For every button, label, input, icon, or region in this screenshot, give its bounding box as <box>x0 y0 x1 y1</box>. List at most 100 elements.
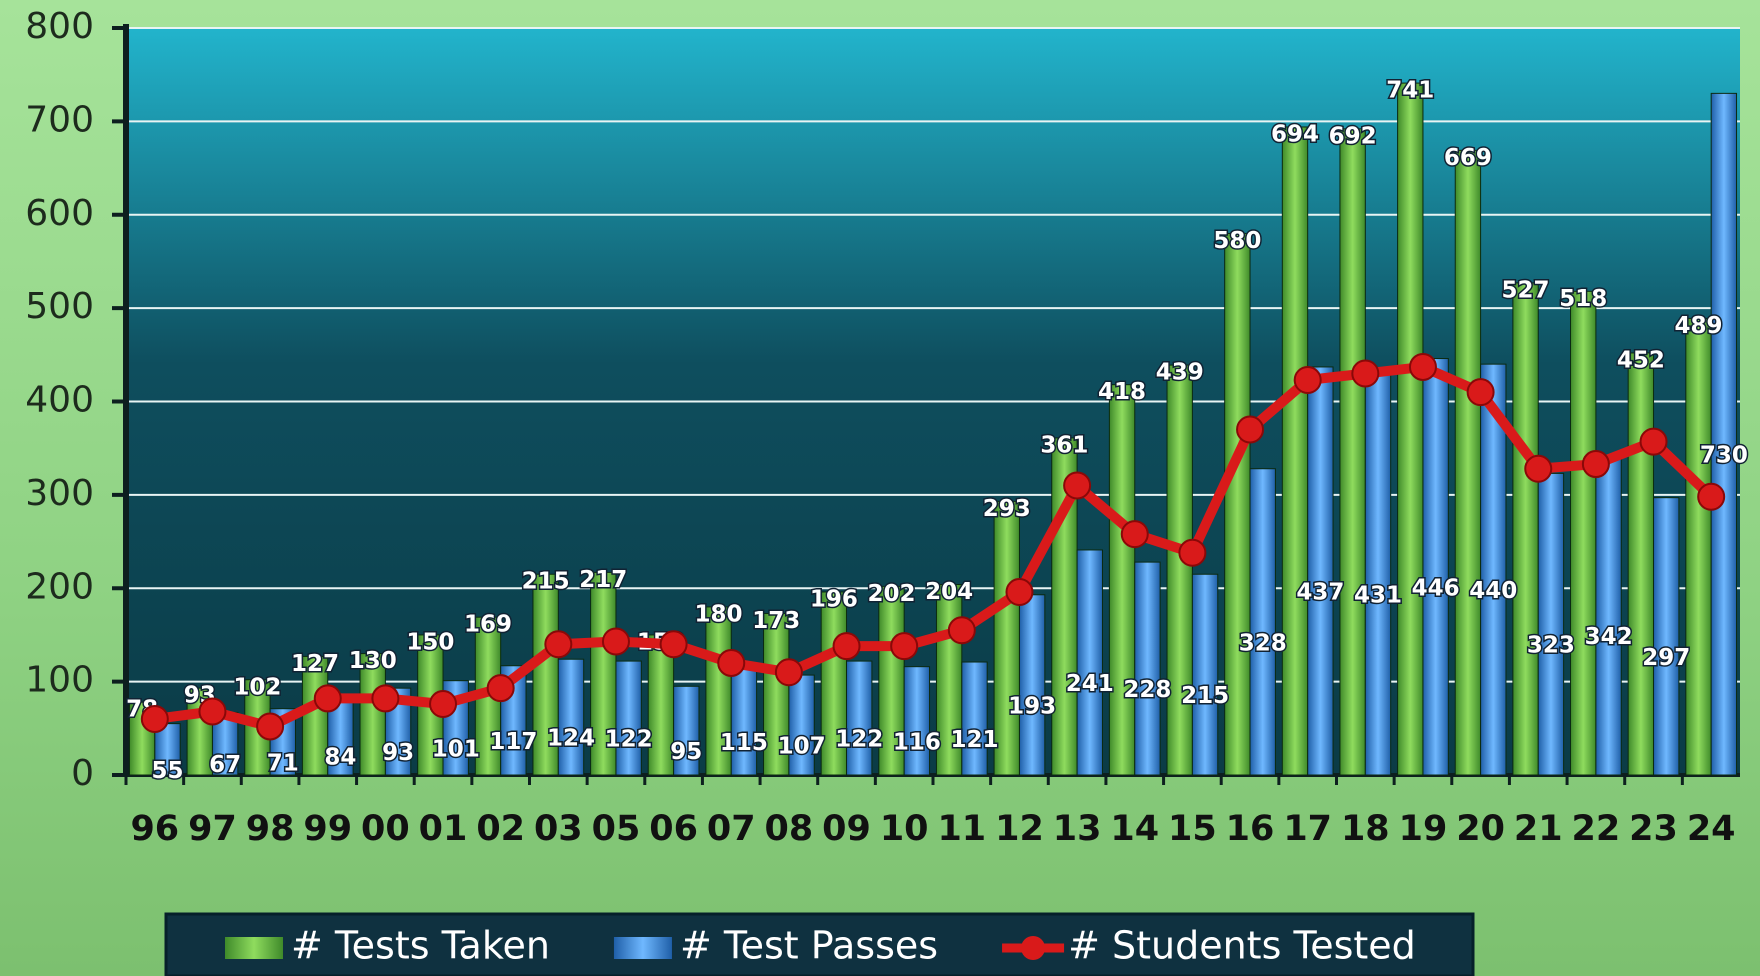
data-label: 107 <box>778 734 826 760</box>
x-tick-label: 98 <box>246 809 295 849</box>
legend-label: # Tests Taken <box>291 924 550 968</box>
data-label: 173 <box>752 608 800 634</box>
bar <box>557 658 585 776</box>
data-label: 193 <box>1008 693 1056 719</box>
data-label: 446 <box>1412 575 1460 601</box>
x-tick-label: 96 <box>130 809 179 849</box>
data-label: 342 <box>1585 624 1633 650</box>
data-label: 228 <box>1123 677 1171 703</box>
data-label: 93 <box>382 740 414 766</box>
x-tick-label: 07 <box>707 809 756 849</box>
data-label: 437 <box>1296 579 1344 605</box>
x-tick-label: 08 <box>765 809 814 849</box>
y-tick-label: 300 <box>25 473 94 514</box>
data-label: 431 <box>1354 582 1402 608</box>
data-label: 116 <box>893 729 941 755</box>
data-label: 204 <box>925 579 973 605</box>
bar <box>1166 364 1193 776</box>
x-tick-label: 24 <box>1687 809 1736 849</box>
data-label: 518 <box>1559 286 1607 312</box>
line-marker <box>544 630 573 659</box>
line-marker <box>1293 366 1322 395</box>
bar <box>788 674 815 776</box>
bar <box>1281 126 1309 776</box>
line-marker <box>890 632 919 661</box>
line-marker <box>774 658 803 687</box>
line-marker <box>256 712 285 741</box>
y-tick-label: 0 <box>71 753 94 794</box>
bar <box>1224 232 1251 776</box>
line-marker <box>486 674 515 703</box>
x-tick-label: 20 <box>1456 809 1505 849</box>
x-tick-label: 13 <box>1053 809 1102 849</box>
line-marker <box>1063 471 1092 500</box>
x-tick-label: 14 <box>1110 809 1159 849</box>
legend-swatch <box>613 937 672 959</box>
x-tick-label: 01 <box>419 809 468 849</box>
line-marker <box>659 630 688 659</box>
data-label: 124 <box>547 726 595 752</box>
data-label: 196 <box>810 586 858 612</box>
x-tick-label: 12 <box>995 809 1044 849</box>
bar <box>1339 128 1366 776</box>
data-label: 741 <box>1386 78 1434 104</box>
legend <box>164 912 1475 976</box>
bar <box>1627 352 1655 776</box>
bar <box>1710 92 1738 776</box>
bar <box>1685 317 1712 776</box>
line-marker <box>140 704 169 733</box>
x-tick-label: 21 <box>1514 809 1563 849</box>
bar <box>903 666 931 776</box>
data-label: 130 <box>349 648 397 674</box>
y-tick-label: 200 <box>25 566 94 607</box>
data-label: 215 <box>1181 683 1229 709</box>
x-tick-label: 17 <box>1283 809 1332 849</box>
data-label: 71 <box>267 750 299 776</box>
legend-label: # Test Passes <box>680 924 938 968</box>
x-tick-label: 10 <box>880 809 929 849</box>
data-label: 241 <box>1066 671 1114 697</box>
data-label: 202 <box>867 581 915 607</box>
data-label: 692 <box>1329 123 1377 149</box>
bar <box>615 660 642 776</box>
data-label: 297 <box>1642 645 1690 671</box>
x-tick-label: 02 <box>476 809 525 849</box>
y-tick-label: 400 <box>25 380 94 421</box>
data-label: 122 <box>605 727 653 753</box>
bar <box>1397 82 1424 776</box>
bar <box>1570 290 1597 776</box>
bar <box>673 685 700 776</box>
data-label: 527 <box>1502 277 1550 303</box>
bar <box>1454 149 1482 776</box>
data-label: 122 <box>835 727 883 753</box>
line-marker <box>1639 427 1668 456</box>
bar <box>1076 549 1103 776</box>
line-marker <box>1178 538 1207 567</box>
y-tick-label: 800 <box>25 6 94 47</box>
line-marker <box>198 697 227 726</box>
bar <box>359 653 386 776</box>
bar <box>846 660 873 776</box>
x-tick-label: 00 <box>361 809 410 849</box>
x-tick-label: 97 <box>188 809 237 849</box>
data-label: 730 <box>1700 443 1748 469</box>
data-label: 418 <box>1098 379 1146 405</box>
data-label: 55 <box>151 758 183 784</box>
data-label: 121 <box>950 727 998 753</box>
line-marker <box>1120 520 1149 549</box>
data-label: 669 <box>1444 145 1492 171</box>
x-tick-label: 18 <box>1341 809 1390 849</box>
x-tick-label: 99 <box>303 809 352 849</box>
data-label: 115 <box>720 730 768 756</box>
y-tick-label: 600 <box>25 193 94 234</box>
bar <box>1422 358 1449 776</box>
x-tick-label: 09 <box>822 809 871 849</box>
bar <box>935 584 963 776</box>
data-label: 694 <box>1271 121 1319 147</box>
data-label: 117 <box>489 729 537 755</box>
line-marker <box>371 684 400 713</box>
bar <box>647 634 675 776</box>
line-marker <box>601 627 630 656</box>
line-marker <box>313 684 342 713</box>
